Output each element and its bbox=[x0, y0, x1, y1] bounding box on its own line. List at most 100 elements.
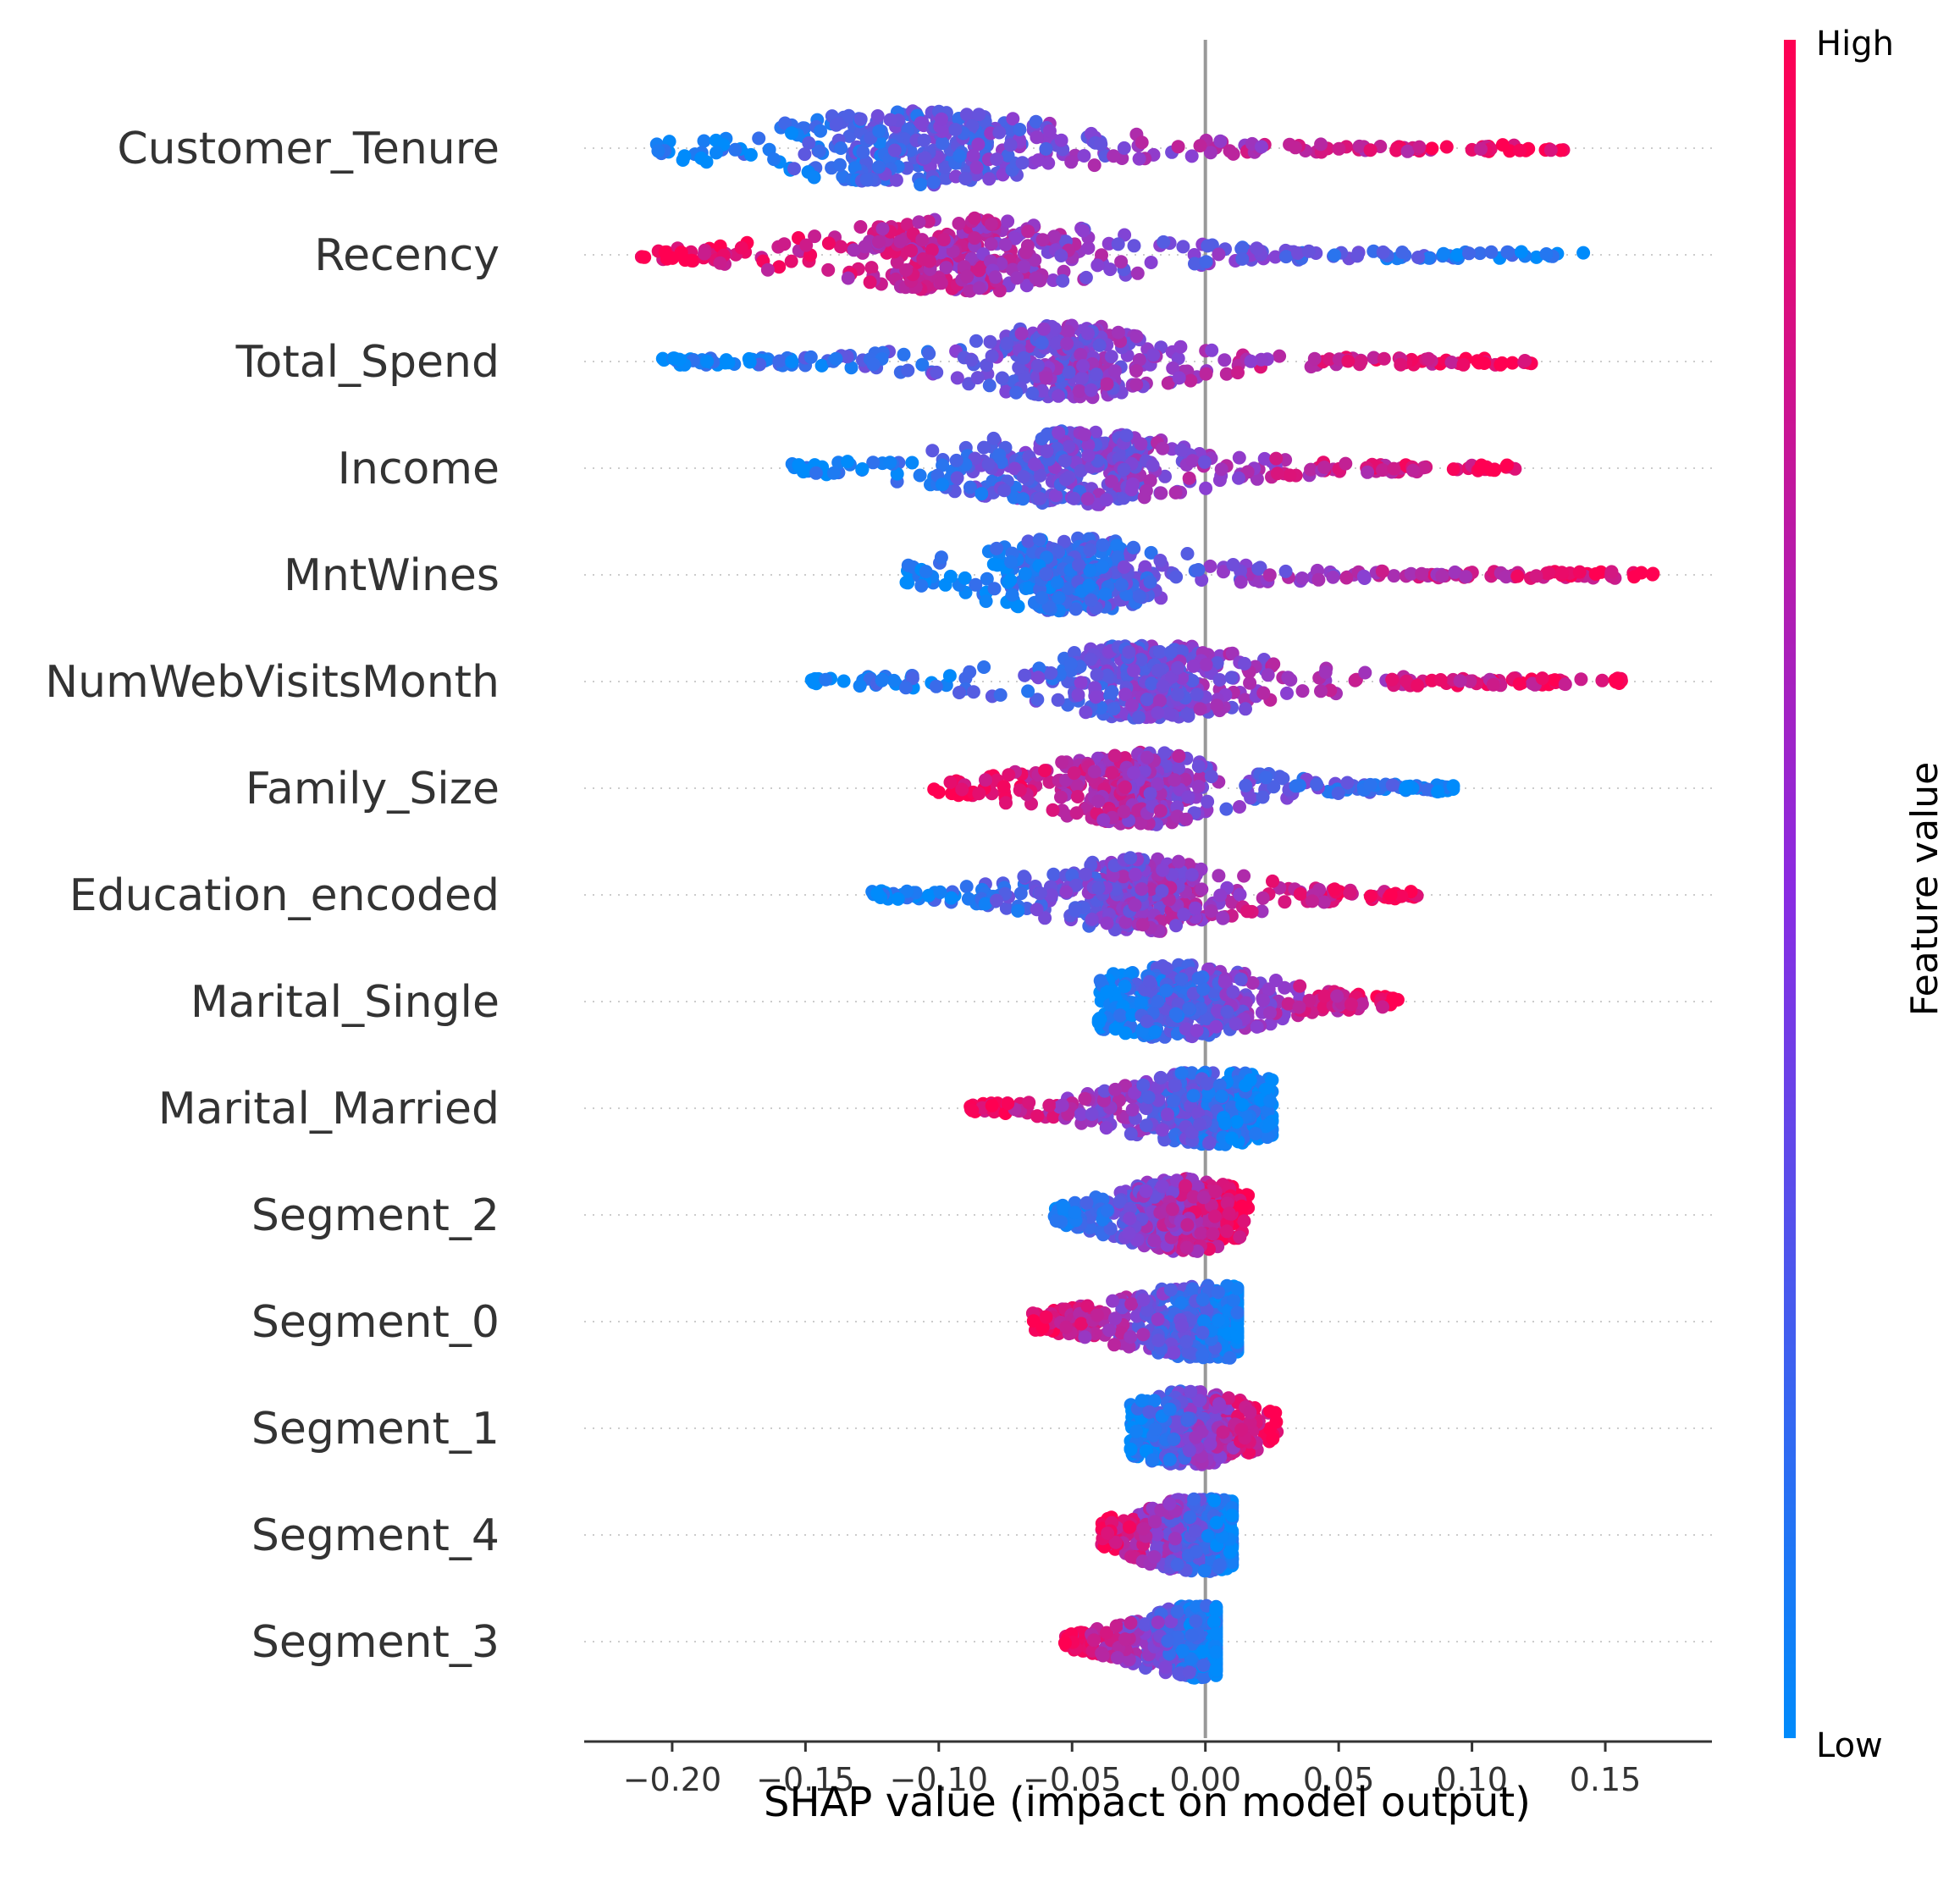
shap-point bbox=[952, 686, 966, 699]
shap-point bbox=[1279, 250, 1293, 264]
shap-point bbox=[1352, 357, 1366, 372]
shap-point bbox=[1204, 770, 1218, 784]
shap-point bbox=[1008, 231, 1023, 246]
shap-point bbox=[901, 363, 915, 378]
shap-point bbox=[1174, 972, 1189, 986]
shap-point bbox=[1030, 358, 1045, 373]
shap-point bbox=[1529, 569, 1543, 583]
shap-point bbox=[1031, 671, 1046, 685]
shap-point bbox=[1168, 1007, 1183, 1021]
shap-point bbox=[1154, 486, 1168, 500]
shap-point bbox=[1114, 255, 1129, 269]
shap-point bbox=[901, 558, 915, 572]
shap-point bbox=[1608, 673, 1622, 687]
shap-point bbox=[1289, 141, 1302, 155]
shap-point bbox=[1278, 564, 1293, 578]
shap-point bbox=[1233, 1230, 1247, 1245]
shap-point bbox=[1105, 765, 1119, 780]
shap-point bbox=[1033, 491, 1047, 505]
shap-point bbox=[1180, 547, 1195, 560]
shap-point bbox=[853, 220, 868, 234]
shap-point bbox=[1437, 246, 1450, 261]
shap-point bbox=[651, 144, 665, 158]
shap-point bbox=[700, 354, 715, 368]
shap-point bbox=[1046, 867, 1061, 881]
shap-point bbox=[1574, 672, 1588, 687]
shap-point bbox=[1127, 239, 1141, 253]
shap-point bbox=[1222, 1206, 1236, 1221]
shap-point bbox=[1199, 481, 1213, 495]
shap-point bbox=[1096, 538, 1110, 552]
shap-point bbox=[1072, 384, 1086, 398]
shap-point bbox=[929, 679, 943, 693]
shap-point bbox=[1164, 645, 1178, 660]
shap-point bbox=[1627, 570, 1642, 584]
shap-point bbox=[1234, 241, 1249, 256]
shap-point bbox=[936, 136, 950, 151]
shap-point bbox=[1017, 259, 1031, 273]
shap-point bbox=[1263, 1094, 1278, 1108]
shap-point bbox=[1205, 343, 1219, 357]
shap-point bbox=[1021, 534, 1035, 549]
shap-point bbox=[934, 276, 948, 290]
shap-point bbox=[658, 245, 672, 259]
shap-point bbox=[1179, 1179, 1193, 1193]
shap-point bbox=[1039, 371, 1053, 385]
shap-point bbox=[1159, 961, 1173, 975]
shap-point bbox=[1250, 241, 1264, 256]
shap-point bbox=[1450, 248, 1465, 262]
shap-point bbox=[1124, 1330, 1138, 1344]
shap-point bbox=[1344, 997, 1358, 1012]
shap-point bbox=[1062, 365, 1076, 379]
shap-point bbox=[942, 669, 957, 683]
shap-point bbox=[1203, 559, 1217, 573]
shap-point bbox=[1019, 279, 1034, 293]
shap-point bbox=[1518, 354, 1532, 367]
shap-point bbox=[1089, 425, 1103, 439]
shap-point bbox=[1433, 673, 1448, 687]
shap-point bbox=[914, 578, 929, 593]
shap-point bbox=[684, 253, 698, 268]
shap-point bbox=[1262, 568, 1277, 582]
shap-point bbox=[1210, 698, 1224, 713]
shap-point bbox=[1006, 112, 1020, 126]
shap-point bbox=[1263, 1006, 1277, 1020]
shap-point bbox=[1446, 779, 1460, 793]
shap-point bbox=[1046, 229, 1061, 244]
shap-point bbox=[1074, 347, 1088, 362]
shap-point bbox=[1126, 477, 1140, 491]
shap-point bbox=[899, 263, 914, 277]
shap-point bbox=[1595, 673, 1609, 687]
shap-point bbox=[1028, 253, 1042, 268]
shap-point bbox=[898, 681, 913, 695]
shap-point bbox=[1085, 912, 1099, 926]
shap-point bbox=[1510, 569, 1525, 583]
shap-point bbox=[772, 260, 787, 274]
shap-point bbox=[1033, 886, 1047, 901]
shap-point bbox=[904, 244, 919, 257]
shap-point bbox=[1256, 686, 1271, 700]
shap-point bbox=[1352, 139, 1366, 153]
shap-point bbox=[875, 222, 890, 236]
feature-row-dots bbox=[963, 1065, 1279, 1151]
shap-point bbox=[1107, 149, 1121, 163]
shap-point bbox=[899, 575, 914, 589]
shap-point bbox=[971, 137, 986, 152]
shap-point bbox=[922, 254, 936, 268]
shap-point bbox=[1400, 780, 1413, 794]
shap-point bbox=[1456, 357, 1471, 372]
shap-point bbox=[1028, 457, 1042, 472]
shap-point bbox=[1259, 770, 1273, 785]
shap-point bbox=[855, 462, 870, 476]
shap-point bbox=[1186, 659, 1201, 673]
shap-point bbox=[1184, 149, 1199, 163]
shap-point bbox=[1165, 1202, 1179, 1217]
shap-point bbox=[1050, 576, 1064, 590]
shap-point bbox=[799, 238, 814, 252]
shap-point bbox=[871, 160, 886, 174]
shap-point bbox=[1110, 538, 1124, 553]
shap-point bbox=[1341, 354, 1355, 368]
shap-point bbox=[1256, 790, 1270, 804]
shap-point bbox=[1154, 1070, 1168, 1085]
shap-point bbox=[778, 116, 792, 130]
